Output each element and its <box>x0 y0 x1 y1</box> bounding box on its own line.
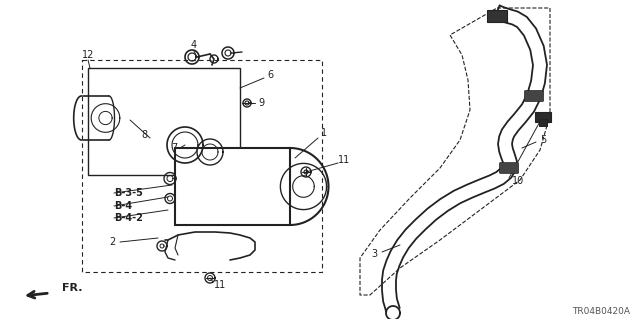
Bar <box>487 10 507 22</box>
Bar <box>88 68 240 175</box>
Text: 3: 3 <box>371 249 377 259</box>
Text: 10: 10 <box>512 176 524 186</box>
Text: 4: 4 <box>191 40 197 50</box>
FancyBboxPatch shape <box>524 91 543 101</box>
Text: 11: 11 <box>338 155 350 165</box>
Text: 12: 12 <box>82 50 94 60</box>
Text: 6: 6 <box>267 70 273 80</box>
Text: 2: 2 <box>109 237 115 247</box>
Text: FR.: FR. <box>62 283 83 293</box>
Text: B-3-5: B-3-5 <box>114 188 143 198</box>
Text: 11: 11 <box>214 280 226 290</box>
Bar <box>535 112 551 122</box>
Text: 1: 1 <box>321 128 327 138</box>
Text: B-4-2: B-4-2 <box>114 213 143 223</box>
FancyBboxPatch shape <box>499 163 518 174</box>
Text: B-4: B-4 <box>114 201 132 211</box>
Bar <box>175 148 290 225</box>
Text: 5: 5 <box>540 135 546 145</box>
Text: 9: 9 <box>258 98 264 108</box>
Text: 8: 8 <box>141 130 147 140</box>
Text: TR04B0420A: TR04B0420A <box>572 308 630 316</box>
Text: 7: 7 <box>171 143 177 153</box>
Bar <box>539 119 547 126</box>
